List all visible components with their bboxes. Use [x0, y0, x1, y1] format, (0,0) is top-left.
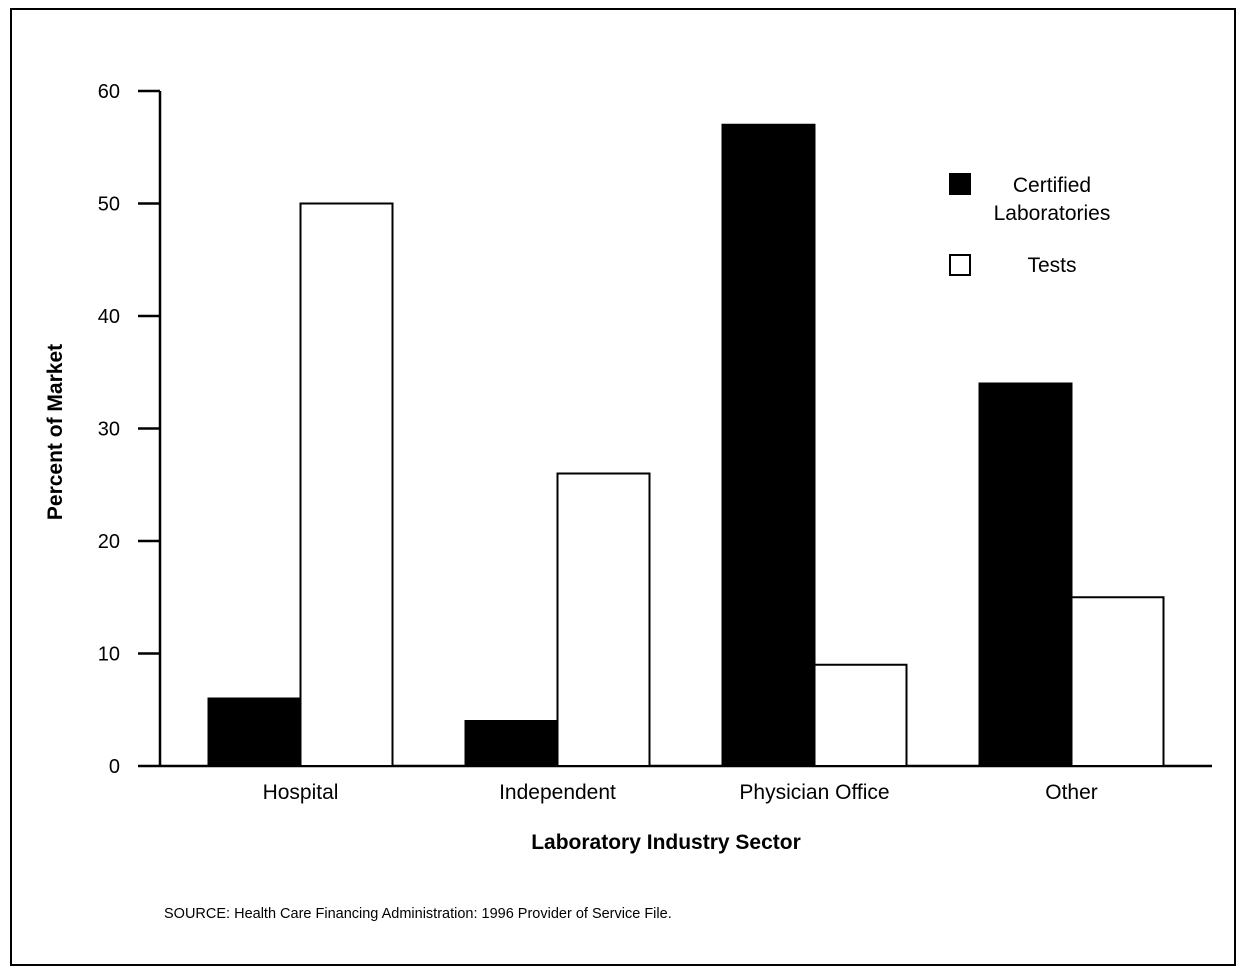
legend-label: Certified — [1013, 174, 1091, 197]
bars — [207, 123, 1165, 767]
y-axis: 0 10 20 30 40 50 60 — [98, 81, 162, 778]
y-tick-label: 50 — [98, 194, 120, 216]
x-tick-label: Independent — [499, 781, 616, 804]
y-tick-label: 10 — [98, 644, 120, 666]
legend-label: Laboratories — [994, 202, 1111, 225]
source-note: SOURCE: Health Care Financing Administra… — [164, 906, 672, 922]
bar-certified-laboratories — [721, 123, 816, 767]
y-tick-label: 30 — [98, 419, 120, 441]
bar-tests — [813, 663, 908, 767]
x-axis: Hospital Independent Physician Office Other — [160, 764, 1212, 804]
y-tick-label: 60 — [98, 81, 120, 103]
y-tick-label: 0 — [109, 756, 120, 778]
legend-label: Tests — [1027, 254, 1076, 277]
y-tick-label: 40 — [98, 306, 120, 328]
y-axis-title: Percent of Market — [44, 344, 67, 520]
bar-tests — [299, 202, 394, 767]
legend-swatch — [949, 173, 971, 195]
x-axis-title: Laboratory Industry Sector — [531, 831, 801, 854]
x-tick-label: Other — [1045, 781, 1098, 804]
bar-tests — [1070, 596, 1165, 767]
bar-certified-laboratories — [207, 697, 302, 767]
x-tick-label: Physician Office — [739, 781, 889, 804]
legend-swatch — [949, 254, 971, 276]
y-tick-label: 20 — [98, 531, 120, 553]
legend: Certified Laboratories Tests — [949, 173, 1111, 277]
bar-tests — [556, 472, 651, 767]
bar-certified-laboratories — [464, 720, 559, 767]
bar-certified-laboratories — [978, 382, 1073, 767]
x-tick-label: Hospital — [263, 781, 339, 804]
